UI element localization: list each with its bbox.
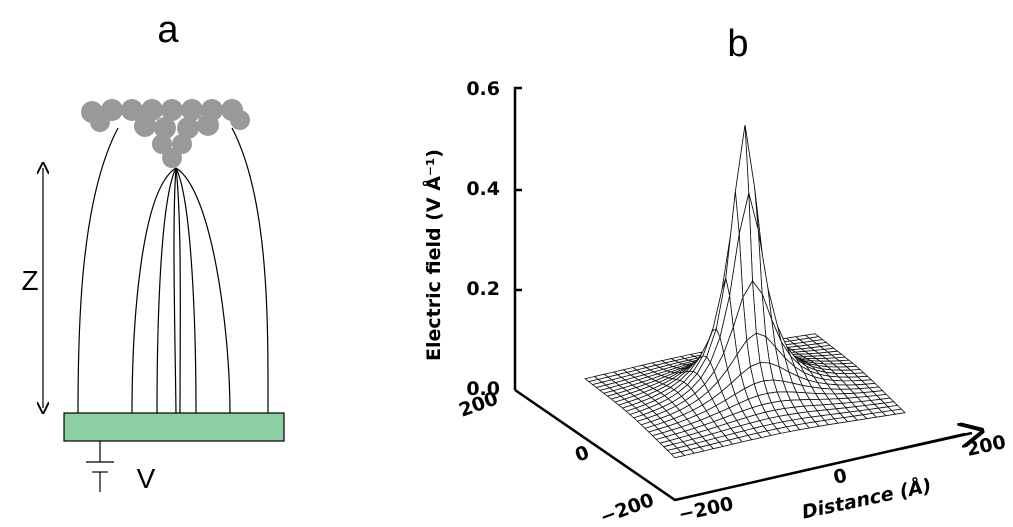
tick-label: 200: [456, 387, 501, 421]
tick-label: −200: [597, 489, 657, 527]
tick-label: 0: [831, 465, 849, 489]
tick-label: 0: [572, 441, 592, 466]
battery: [86, 441, 114, 492]
voltage-label: V: [137, 463, 156, 494]
tick-label: 0.6: [466, 78, 500, 100]
axis-title: Electric field (V Å⁻¹): [421, 149, 445, 361]
field-lines: [78, 128, 268, 413]
axis-title: Distance (Å): [800, 473, 934, 524]
sample: [64, 413, 284, 441]
axis-arrow: [900, 433, 972, 449]
figure: a Z V b 0.6 0.4 0.2 0.0 200 0 −200 −200 …: [0, 0, 1013, 527]
tick-label: 0.4: [466, 178, 500, 200]
gap-label: Z: [21, 265, 38, 296]
panel-label: a: [157, 9, 179, 51]
panel-label: b: [727, 23, 748, 65]
tick-label: 200: [964, 431, 1007, 461]
field-surface: [585, 125, 905, 458]
tick-label: 0.2: [466, 278, 500, 300]
tip-atoms: [81, 99, 250, 168]
